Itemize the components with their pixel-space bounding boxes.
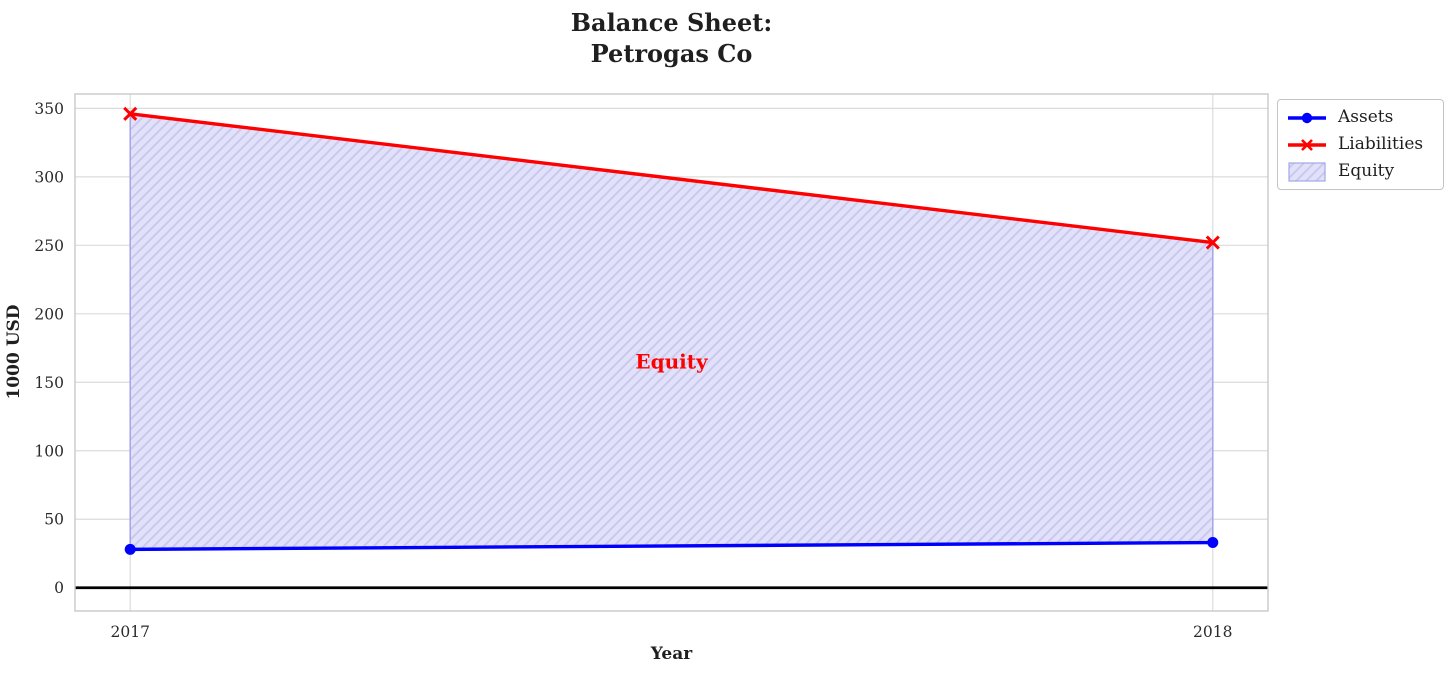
y-tick-label: 250 bbox=[34, 237, 64, 255]
y-tick-label: 100 bbox=[34, 442, 64, 460]
legend: Assets Liabilities Equity bbox=[1277, 99, 1444, 190]
legend-label-equity: Equity bbox=[1338, 161, 1395, 181]
equity-patch-icon bbox=[1288, 161, 1326, 182]
y-axis-label: 1000 USD bbox=[4, 304, 24, 400]
y-tick-label: 200 bbox=[34, 305, 64, 323]
y-tick-label: 350 bbox=[34, 100, 64, 118]
assets-marker bbox=[1207, 537, 1219, 549]
x-axis-label: Year bbox=[650, 644, 693, 664]
liabilities-line-icon bbox=[1288, 138, 1326, 151]
legend-label-assets: Assets bbox=[1338, 107, 1394, 127]
x-tick-label: 2018 bbox=[1193, 623, 1232, 641]
liabilities-marker bbox=[123, 106, 138, 121]
assets-line-icon bbox=[1288, 112, 1326, 123]
liabilities-line bbox=[130, 112, 1213, 245]
legend-item-equity: Equity bbox=[1286, 158, 1435, 185]
x-tick-label: 2017 bbox=[110, 623, 149, 641]
chart-title-line: Balance Sheet: bbox=[570, 8, 773, 37]
assets-marker bbox=[124, 543, 136, 555]
legend-item-assets: Assets bbox=[1286, 104, 1435, 131]
legend-item-liabilities: Liabilities bbox=[1286, 131, 1435, 158]
y-tick-label: 300 bbox=[34, 168, 64, 186]
legend-label-liabilities: Liabilities bbox=[1338, 134, 1424, 154]
assets-line bbox=[130, 540, 1213, 552]
plot-border bbox=[74, 93, 1269, 612]
y-tick-label: 150 bbox=[34, 374, 64, 392]
y-tick-label: 50 bbox=[44, 511, 64, 529]
y-tick-label: 0 bbox=[54, 579, 64, 597]
chart-title-line: Petrogas Co bbox=[590, 39, 753, 68]
equity-annotation: Equity bbox=[635, 350, 709, 374]
liabilities-marker bbox=[1205, 235, 1220, 250]
chart-title: Balance Sheet: Petrogas Co bbox=[75, 7, 1268, 69]
